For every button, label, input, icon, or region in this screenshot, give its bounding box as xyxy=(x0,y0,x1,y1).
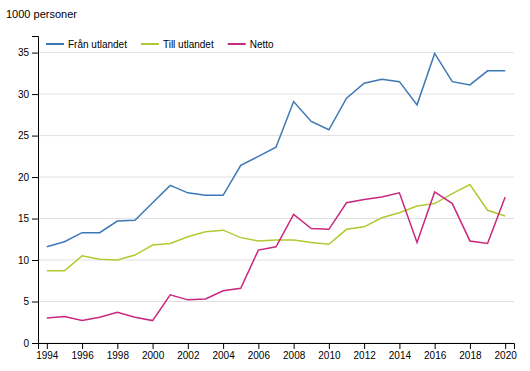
x-tick: 2006 xyxy=(248,343,271,361)
tick-label: 2006 xyxy=(248,350,271,361)
axis-line xyxy=(39,344,515,350)
legend-item: Netto xyxy=(228,39,274,50)
grid-line xyxy=(38,301,514,302)
tick-label: 2020 xyxy=(495,350,518,361)
tick-mark xyxy=(47,343,48,349)
y-tick: 35 xyxy=(18,47,38,58)
grid-line xyxy=(38,94,514,95)
tick-label: 1994 xyxy=(36,350,59,361)
tick-mark xyxy=(188,343,189,349)
legend-swatch xyxy=(46,43,64,45)
x-tick: 2020 xyxy=(495,343,518,361)
grid-line xyxy=(38,177,514,178)
tick-mark xyxy=(435,343,436,349)
x-tick: 2010 xyxy=(318,343,341,361)
x-tick: 2016 xyxy=(424,343,447,361)
legend-label: Netto xyxy=(250,39,274,50)
x-tick: 2002 xyxy=(177,343,200,361)
legend-label: Från utlandet xyxy=(68,39,127,50)
grid-line xyxy=(38,52,514,53)
tick-mark xyxy=(364,343,365,349)
tick-label: 2000 xyxy=(142,350,165,361)
axis-title: 1000 personer xyxy=(6,8,77,20)
tick-mark xyxy=(399,343,400,349)
tick-mark xyxy=(470,343,471,349)
y-axis: 0 5 10 15 20 25 30 35 xyxy=(18,37,39,349)
tick-label: 2004 xyxy=(212,350,235,361)
series-line xyxy=(47,192,505,321)
tick-mark xyxy=(505,343,506,349)
series-line xyxy=(47,185,505,271)
tick-mark xyxy=(117,343,118,349)
tick-label: 2012 xyxy=(354,350,377,361)
tick-mark xyxy=(32,343,38,344)
x-tick: 2000 xyxy=(142,343,165,361)
tick-mark xyxy=(153,343,154,349)
tick-label: 2008 xyxy=(283,350,306,361)
tick-mark xyxy=(32,136,38,137)
legend-swatch xyxy=(141,43,159,45)
tick-label: 2002 xyxy=(177,350,200,361)
x-tick: 1998 xyxy=(107,343,130,361)
tick-label: 1996 xyxy=(71,350,94,361)
y-tick: 30 xyxy=(18,89,38,100)
grid-line xyxy=(38,218,514,219)
x-tick: 2012 xyxy=(354,343,377,361)
grid-line xyxy=(38,135,514,136)
tick-mark xyxy=(82,343,83,349)
y-tick: 20 xyxy=(18,172,38,183)
tick-label: 2018 xyxy=(459,350,482,361)
tick-label: 35 xyxy=(18,47,30,58)
plot-area xyxy=(47,53,505,320)
x-tick: 2008 xyxy=(283,343,306,361)
tick-label: 2010 xyxy=(318,350,341,361)
legend-label: Till utlandet xyxy=(163,39,214,50)
tick-mark xyxy=(258,343,259,349)
tick-label: 2014 xyxy=(389,350,412,361)
axis-line xyxy=(32,37,39,344)
x-tick: 2014 xyxy=(389,343,412,361)
tick-mark xyxy=(329,343,330,349)
tick-label: 10 xyxy=(18,255,30,266)
tick-label: 25 xyxy=(18,130,30,141)
tick-mark xyxy=(32,53,38,54)
y-tick: 0 xyxy=(23,338,38,349)
legend-item: Till utlandet xyxy=(141,39,214,50)
tick-label: 2016 xyxy=(424,350,447,361)
tick-label: 0 xyxy=(23,338,29,349)
legend: Från utlandet Till utlandet Netto xyxy=(46,39,274,50)
tick-mark xyxy=(32,94,38,95)
x-tick: 1994 xyxy=(36,343,59,361)
tick-label: 5 xyxy=(23,296,29,307)
chart: 0 5 10 15 20 25 30 35 1994 1996 1998 2000 2002 2004 20… xyxy=(0,0,530,371)
y-tick: 10 xyxy=(18,255,38,266)
tick-label: 1998 xyxy=(107,350,130,361)
tick-label: 30 xyxy=(18,89,30,100)
x-tick: 1996 xyxy=(71,343,94,361)
tick-mark xyxy=(294,343,295,349)
legend-swatch xyxy=(228,43,246,45)
y-tick: 25 xyxy=(18,130,38,141)
tick-label: 15 xyxy=(18,213,30,224)
y-tick: 5 xyxy=(23,296,38,307)
tick-mark xyxy=(32,177,38,178)
grid xyxy=(38,53,514,343)
tick-mark xyxy=(32,260,38,261)
tick-label: 20 xyxy=(18,172,30,183)
tick-mark xyxy=(223,343,224,349)
legend-item: Från utlandet xyxy=(46,39,127,50)
x-tick: 2018 xyxy=(459,343,482,361)
series-line xyxy=(47,53,505,246)
y-tick: 15 xyxy=(18,213,38,224)
tick-mark xyxy=(32,302,38,303)
x-tick: 2004 xyxy=(212,343,235,361)
x-axis: 1994 1996 1998 2000 2002 2004 2006 2008 2010 2012… xyxy=(36,343,517,361)
tick-mark xyxy=(32,219,38,220)
